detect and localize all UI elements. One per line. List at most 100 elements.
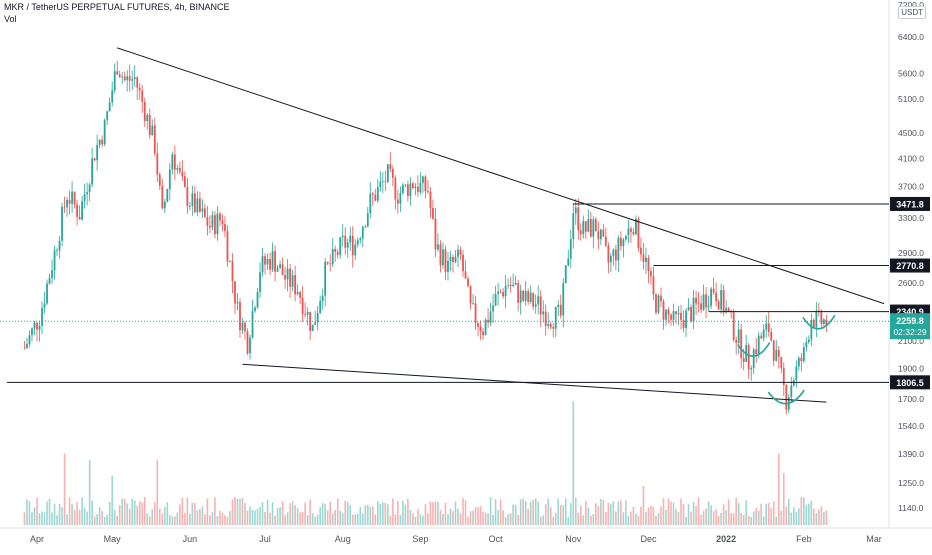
volume-bar [747, 515, 750, 525]
candle-body [404, 184, 407, 186]
candle-body [687, 306, 690, 311]
symbol-title: MKR / TetherUS PERPETUAL FUTURES, 4h, BI… [4, 2, 230, 12]
volume-bar [472, 510, 474, 525]
candle-body [437, 244, 439, 250]
candle-body [259, 272, 261, 293]
volume-bar [685, 516, 687, 525]
volume-bar [346, 501, 349, 525]
volume-bar [78, 509, 81, 525]
volume-bar [412, 513, 414, 525]
volume-bar [587, 507, 590, 525]
candle-body [635, 218, 637, 235]
volume-bar [239, 499, 241, 525]
candle-body [371, 193, 374, 195]
candle-body [472, 303, 474, 305]
volume-bar [158, 508, 161, 525]
candle-body [479, 326, 482, 332]
volume-bar [454, 501, 457, 525]
volume-bar [296, 508, 299, 525]
volume-bar [289, 503, 291, 525]
volume-bar [765, 503, 768, 525]
candle-body [680, 312, 682, 320]
currency-badge[interactable]: USDT [898, 6, 926, 19]
pattern-arc-head[interactable] [767, 389, 805, 405]
volume-bar [487, 513, 489, 525]
candle-body [424, 176, 427, 192]
volume-bar [645, 512, 647, 525]
volume-bar [798, 508, 800, 525]
candle-body [439, 244, 442, 266]
candle-body [301, 297, 304, 315]
volume-bar [787, 498, 790, 525]
volume-bar [331, 513, 334, 525]
trendline-descending-support[interactable] [242, 363, 827, 403]
time-tick-label: May [104, 534, 122, 544]
volume-bar [291, 501, 294, 525]
volume-bar [38, 513, 41, 525]
candle-body [73, 191, 76, 205]
candle-body [767, 323, 770, 332]
candle-body [36, 322, 38, 330]
candle-body [429, 192, 432, 208]
volume-bar [414, 516, 417, 525]
volume-bar [447, 514, 449, 525]
volume-bar [524, 501, 527, 525]
candle-body [444, 249, 447, 272]
candle-body [68, 199, 71, 204]
volume-bar [462, 498, 464, 525]
volume-indicator-label[interactable]: Vol [4, 14, 17, 24]
candle-body [640, 247, 642, 255]
volume-bar [161, 513, 164, 525]
volume-bar [244, 502, 246, 525]
volume-bar [384, 502, 387, 525]
volume-bar [231, 499, 234, 525]
volume-bar [319, 507, 321, 525]
candle-body [151, 125, 154, 136]
candle-body [231, 261, 234, 282]
candle-body [442, 249, 444, 266]
volume-bar [745, 500, 747, 525]
candle-body [537, 296, 540, 305]
volume-bar [261, 502, 264, 525]
pattern-arc-left-shoulder[interactable] [737, 342, 771, 357]
price-tick-label: 5600.0 [898, 68, 924, 78]
volume-bar [113, 509, 116, 525]
candle-body [399, 192, 402, 204]
volume-bar [567, 516, 570, 525]
candle-body [494, 294, 497, 306]
volume-bar [46, 501, 48, 525]
trendline-descending-resistance[interactable] [117, 47, 885, 305]
volume-bar [389, 515, 392, 525]
candle-body [702, 294, 705, 310]
candle-body [356, 240, 359, 245]
candle-body [118, 74, 121, 78]
volume-bar [186, 497, 189, 525]
candle-body [389, 164, 392, 169]
volume-bar [464, 500, 467, 525]
volume-bar [382, 502, 384, 525]
volume-bar [306, 515, 309, 525]
volume-bar [705, 508, 707, 525]
time-tick-label: Jun [183, 534, 198, 544]
pattern-arc-right-shoulder[interactable] [802, 314, 836, 330]
volume-bar [813, 508, 815, 525]
candle-body [341, 235, 344, 238]
volume-bar [549, 506, 552, 525]
candle-body [98, 139, 101, 145]
volume-bar [266, 499, 269, 525]
candle-body [249, 337, 251, 354]
candle-body [188, 205, 191, 207]
volume-bar [269, 512, 271, 525]
candle-body [153, 125, 156, 154]
candle-body [647, 257, 650, 272]
time-tick-label: Sep [412, 534, 428, 544]
volume-bar [339, 510, 342, 525]
time-tick-label: Feb [796, 534, 812, 544]
candle-body [401, 184, 404, 193]
volume-bar [459, 513, 462, 525]
volume-bar [264, 511, 266, 525]
candle-body [750, 368, 753, 370]
time-tick-label: Dec [640, 534, 657, 544]
